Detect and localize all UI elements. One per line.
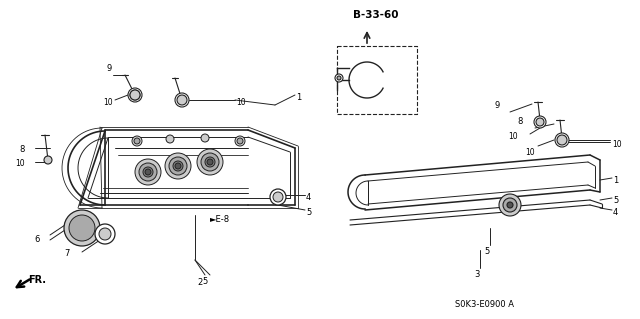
Text: 5: 5 [306,208,311,217]
Text: 4: 4 [306,193,311,202]
Circle shape [555,133,569,147]
Circle shape [197,149,223,175]
Text: B-33-60: B-33-60 [353,10,399,20]
Circle shape [536,118,544,126]
Text: 10: 10 [612,140,621,149]
Circle shape [273,192,283,202]
Circle shape [130,90,140,100]
Circle shape [145,169,151,175]
Text: 1: 1 [296,93,301,102]
Circle shape [503,198,517,212]
Text: 5: 5 [202,277,207,286]
Text: 9: 9 [495,101,500,110]
Text: 7: 7 [65,249,70,257]
Circle shape [44,156,52,164]
Circle shape [128,88,142,102]
Bar [337,46,417,114]
Circle shape [201,134,209,142]
Circle shape [534,116,546,128]
Circle shape [557,135,567,145]
Circle shape [335,74,343,82]
Circle shape [165,153,191,179]
Circle shape [143,167,153,177]
Circle shape [337,76,341,80]
Circle shape [175,93,189,107]
Circle shape [205,157,215,167]
Circle shape [237,138,243,144]
Circle shape [139,163,157,181]
Circle shape [134,138,140,144]
Text: 5: 5 [484,247,490,256]
Text: 8: 8 [518,117,523,126]
Circle shape [499,194,521,216]
Text: 10: 10 [104,98,113,107]
Circle shape [201,153,219,171]
Circle shape [132,136,142,146]
Text: FR.: FR. [28,275,46,285]
Text: ►E-8: ►E-8 [210,215,230,224]
Text: 4: 4 [613,208,618,217]
Text: 9: 9 [107,64,112,73]
Text: 3: 3 [474,270,480,279]
Text: 2: 2 [197,278,203,287]
Circle shape [173,161,183,171]
Text: 10: 10 [525,148,534,157]
Text: 1: 1 [613,176,618,185]
Circle shape [130,90,140,100]
Circle shape [235,136,245,146]
Circle shape [207,159,213,165]
Text: 5: 5 [613,196,618,205]
Circle shape [95,224,115,244]
Circle shape [166,135,174,143]
Circle shape [99,228,111,240]
Text: 8: 8 [20,145,25,154]
Circle shape [175,163,181,169]
Circle shape [64,210,100,246]
Text: 10: 10 [236,98,246,107]
Circle shape [135,159,161,185]
Text: 10: 10 [508,132,518,141]
Circle shape [177,95,187,105]
Circle shape [270,189,286,205]
Text: 10: 10 [15,159,25,168]
Circle shape [169,157,187,175]
Text: 6: 6 [35,235,40,244]
Circle shape [69,215,95,241]
Text: S0K3-E0900 A: S0K3-E0900 A [455,300,514,309]
Circle shape [507,202,513,208]
